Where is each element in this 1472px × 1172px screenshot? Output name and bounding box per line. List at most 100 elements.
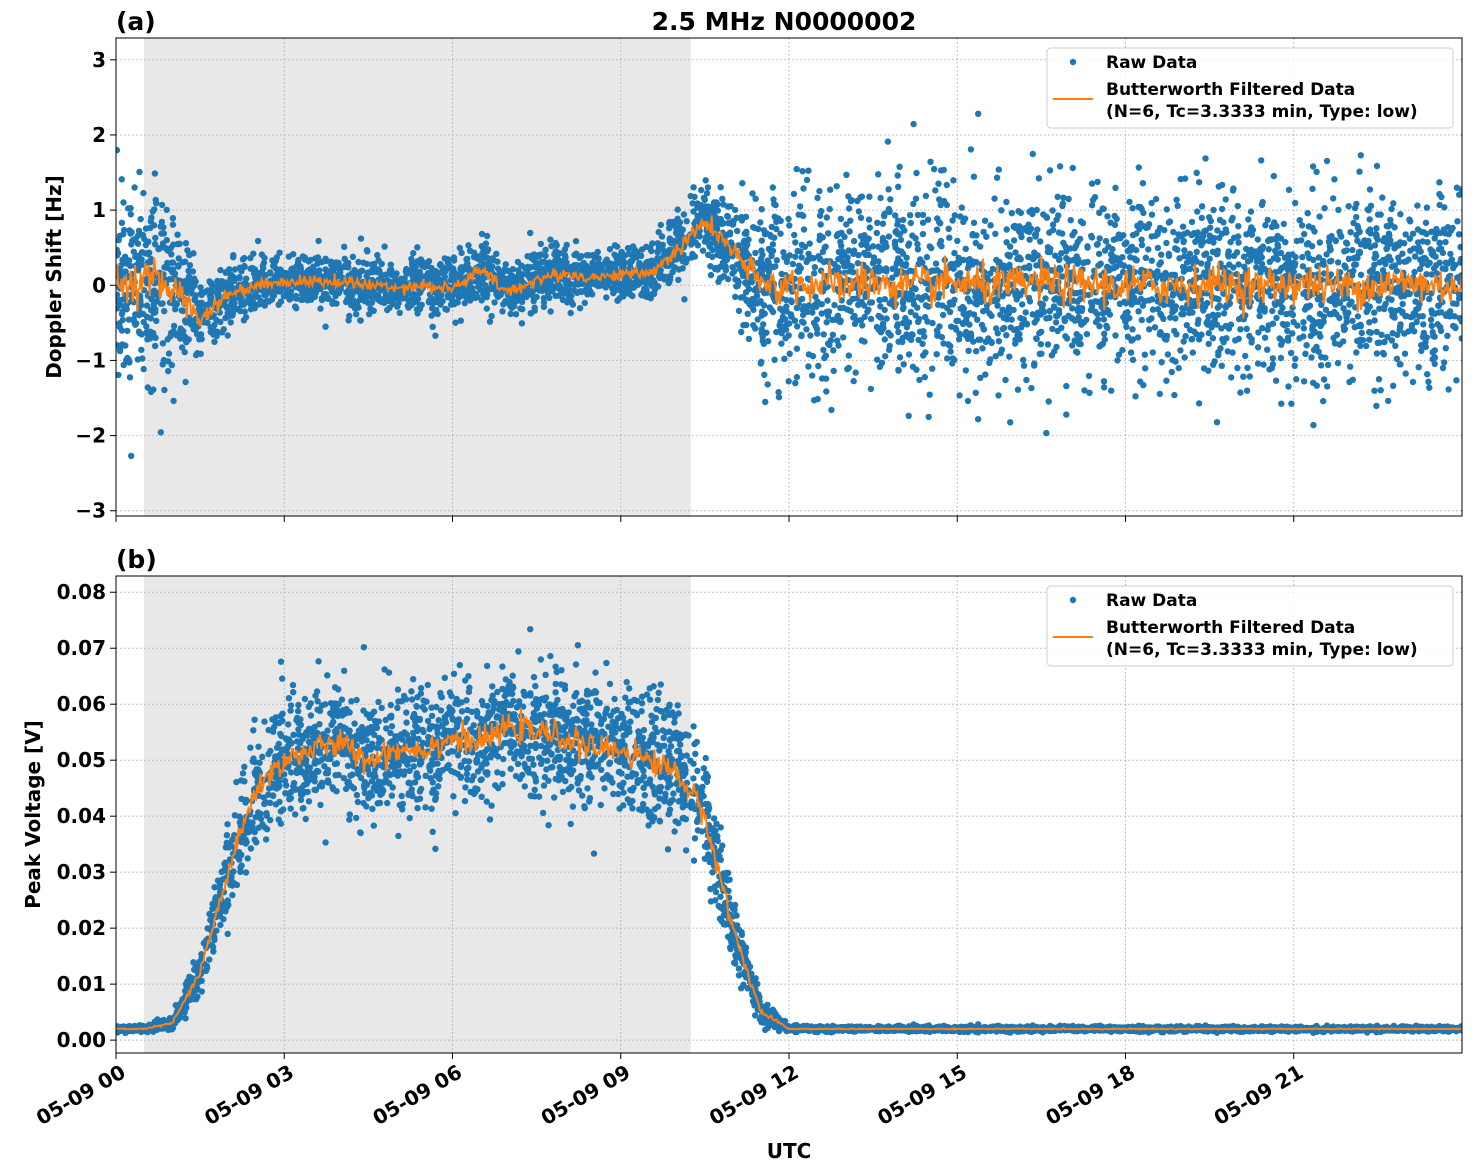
raw-data-point	[594, 280, 602, 287]
raw-data-point	[1083, 316, 1090, 324]
raw-data-point	[558, 290, 565, 297]
raw-data-point	[227, 319, 234, 326]
raw-data-point	[957, 213, 964, 220]
raw-data-point	[1398, 293, 1405, 300]
raw-data-point	[372, 267, 379, 274]
raw-data-point	[1243, 325, 1250, 332]
raw-data-point	[1323, 251, 1330, 258]
raw-data-point	[922, 292, 929, 300]
raw-data-point	[528, 291, 536, 298]
raw-data-point	[1311, 228, 1318, 235]
raw-data-point	[433, 275, 440, 282]
raw-data-point	[1315, 254, 1323, 261]
raw-data-point	[867, 385, 875, 393]
raw-data-point	[885, 233, 893, 240]
raw-data-point	[1100, 378, 1108, 385]
raw-data-point	[128, 452, 135, 460]
raw-data-point	[1123, 323, 1130, 330]
raw-data-point	[1213, 419, 1221, 426]
raw-data-point	[817, 221, 824, 228]
raw-data-point	[167, 244, 175, 252]
raw-data-point	[618, 248, 625, 256]
raw-data-point	[1309, 163, 1317, 170]
raw-data-point	[1039, 301, 1047, 308]
raw-data-point	[1363, 342, 1370, 350]
raw-data-point	[1259, 198, 1266, 206]
raw-data-point	[150, 386, 157, 393]
raw-data-point	[616, 285, 623, 292]
raw-data-point	[963, 313, 970, 321]
raw-data-point	[116, 246, 120, 254]
raw-data-point	[827, 186, 834, 193]
raw-data-point	[892, 212, 899, 219]
raw-data-point	[135, 328, 143, 335]
raw-data-point	[879, 238, 886, 245]
raw-data-point	[962, 367, 969, 374]
raw-data-point	[960, 256, 967, 264]
raw-data-point	[821, 244, 828, 251]
raw-data-point	[1044, 341, 1052, 348]
raw-data-point	[1435, 246, 1443, 253]
raw-data-point	[1046, 167, 1054, 174]
raw-data-point	[1308, 354, 1315, 361]
raw-data-point	[1149, 349, 1157, 356]
raw-data-point	[859, 322, 866, 329]
raw-data-point	[1293, 376, 1300, 383]
raw-data-point	[1202, 250, 1210, 257]
raw-data-point	[542, 246, 549, 253]
raw-data-point	[1017, 209, 1025, 216]
raw-data-point	[1254, 236, 1262, 243]
raw-data-point	[1028, 384, 1035, 392]
raw-data-point	[464, 295, 471, 302]
raw-data-point	[138, 302, 145, 309]
raw-data-point	[1401, 350, 1409, 357]
raw-data-point	[1033, 312, 1041, 319]
raw-data-point	[782, 335, 789, 342]
raw-data-point	[1441, 359, 1448, 366]
raw-data-point	[1084, 244, 1091, 251]
raw-data-point	[1173, 196, 1180, 203]
raw-data-point	[354, 303, 362, 310]
raw-data-point	[1377, 387, 1384, 394]
raw-data-point	[261, 302, 268, 309]
raw-data-point	[1179, 223, 1187, 230]
raw-data-point	[180, 280, 188, 288]
raw-data-point	[1100, 384, 1108, 391]
raw-data-point	[675, 276, 682, 284]
raw-data-point	[781, 355, 788, 362]
raw-data-point	[1265, 246, 1273, 253]
raw-data-point	[1430, 332, 1437, 340]
raw-data-point	[1069, 164, 1077, 172]
raw-data-point	[157, 223, 164, 230]
raw-data-point	[1358, 329, 1366, 337]
raw-data-point	[1020, 316, 1027, 323]
raw-data-point	[1099, 205, 1106, 212]
raw-data-point	[1409, 230, 1417, 237]
raw-data-point	[962, 245, 969, 252]
raw-data-point	[120, 199, 127, 206]
raw-data-point	[893, 314, 900, 321]
raw-data-point	[874, 356, 881, 363]
raw-data-point	[775, 394, 783, 401]
raw-data-point	[1126, 247, 1133, 254]
raw-data-point	[572, 237, 580, 245]
raw-data-point	[1033, 206, 1040, 214]
raw-data-point	[1415, 364, 1422, 371]
raw-data-point	[1439, 265, 1446, 272]
raw-data-point	[1228, 217, 1235, 224]
raw-data-point	[1076, 318, 1084, 325]
raw-data-point	[1318, 353, 1325, 361]
raw-data-point	[116, 291, 121, 298]
raw-data-point	[218, 329, 226, 336]
raw-data-point	[1008, 316, 1015, 323]
raw-data-point	[902, 315, 909, 322]
raw-data-point	[1171, 327, 1178, 335]
raw-data-point	[1205, 340, 1212, 348]
raw-data-point	[760, 321, 767, 328]
raw-data-point	[1172, 358, 1179, 365]
raw-data-point	[683, 218, 690, 225]
raw-data-point	[1366, 226, 1374, 233]
raw-data-point	[500, 301, 507, 308]
raw-data-point	[1034, 226, 1041, 233]
raw-data-point	[885, 186, 892, 193]
